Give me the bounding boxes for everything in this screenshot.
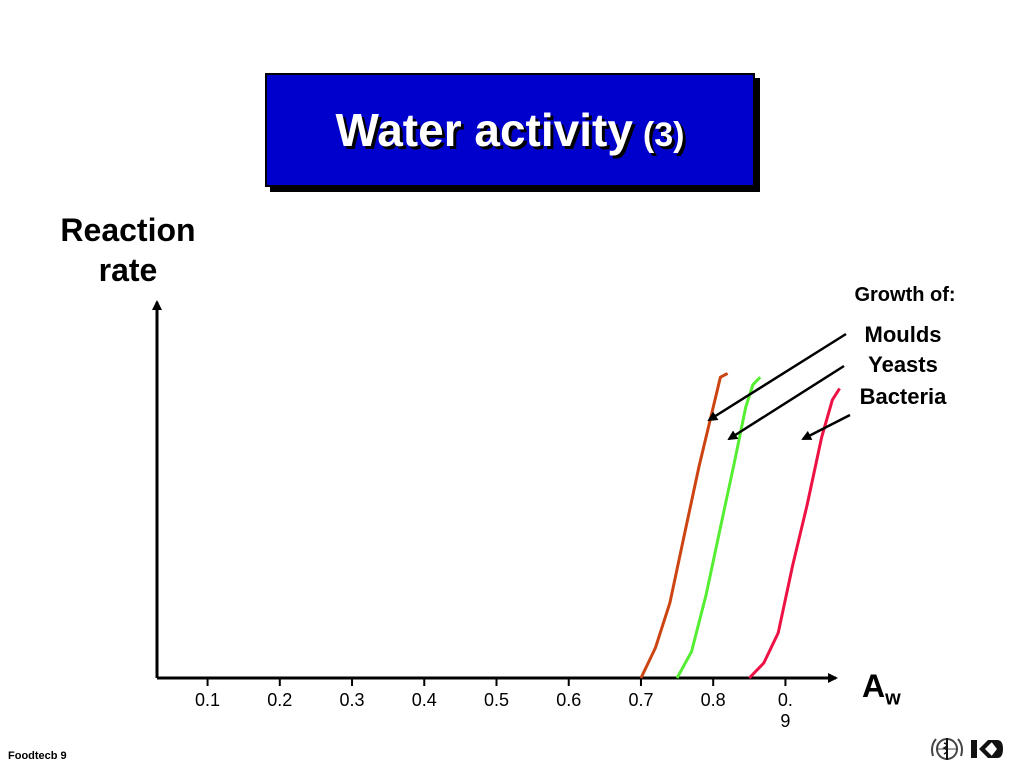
y-axis-label-line1: Reaction [60, 212, 196, 248]
who-emblem-icon [931, 738, 963, 760]
series-line-bacteria [748, 387, 841, 680]
x-tick-label: 0.1 [195, 690, 221, 710]
series-line-yeasts [675, 376, 762, 679]
legend-item-moulds: Moulds [864, 322, 942, 347]
ikd-logo-icon [971, 740, 1003, 758]
title-box: Water activity (3) [265, 73, 755, 187]
slide-title-sub: (3) [642, 116, 685, 154]
legend-arrow-moulds [707, 332, 847, 422]
x-tick-label: 0.7 [628, 690, 654, 710]
legend-item-yeasts: Yeasts [868, 352, 938, 377]
slide-title: Water activity (3) [335, 104, 685, 156]
x-tick-label: 0.8 [700, 690, 726, 710]
footer-label: Foodtecb 9 [8, 750, 67, 762]
y-axis-label: Reaction rate [40, 210, 216, 290]
legend-arrow-yeasts [727, 364, 845, 441]
legend-item-bacteria: Bacteria [859, 384, 947, 409]
x-tick-label: 0.4 [411, 690, 437, 710]
x-tick-label: 0.3 [339, 690, 365, 710]
legend-arrow-bacteria [801, 413, 851, 441]
logos [930, 734, 1004, 764]
x-tick-label: 0.6 [556, 690, 582, 710]
series-line-moulds [639, 372, 729, 679]
y-axis-label-line2: rate [98, 252, 158, 288]
legend-title: Growth of: [854, 284, 956, 306]
x-tick-label: 0.2 [267, 690, 293, 710]
x-axis-label: Aw [862, 668, 901, 710]
x-tick-label: 0.5 [483, 690, 510, 710]
x-tick-label: 0. 9 [777, 690, 793, 731]
